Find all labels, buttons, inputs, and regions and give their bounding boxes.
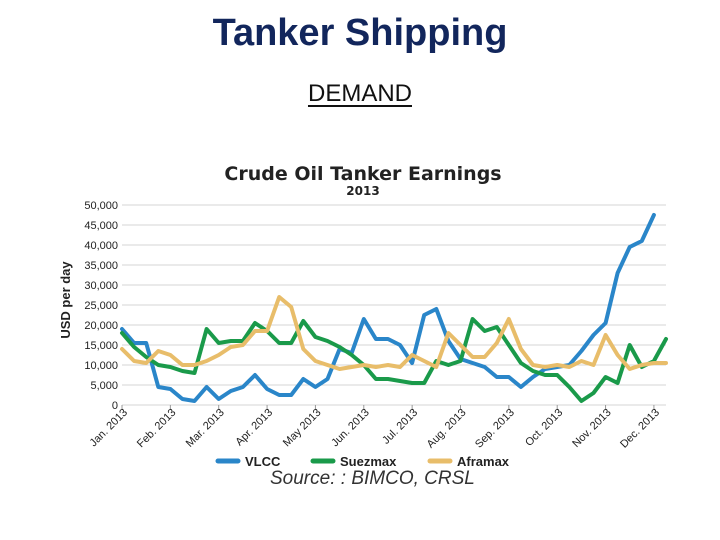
y-tick-label: 30,000	[84, 280, 118, 292]
x-tick-label: Apr. 2013	[233, 407, 275, 449]
x-tick-label: Nov. 2013	[570, 407, 613, 450]
chart-subtitle: 2013	[346, 184, 379, 198]
slide-subtitle-text: DEMAND	[307, 80, 412, 107]
x-tick-label: Oct. 2013	[523, 407, 565, 449]
x-tick-label: Sep. 2013	[473, 407, 517, 451]
y-tick-labels: 0 5,000 10,000 15,000 20,000 25,000 30,000 35,0…	[84, 200, 118, 412]
y-tick-label: 10,000	[84, 360, 118, 372]
series-line-vlcc	[120, 213, 656, 403]
x-tick-label: Feb. 2013	[135, 407, 179, 451]
x-tick-label: Mar. 2013	[184, 407, 227, 450]
slide-subtitle: DEMAND	[0, 80, 720, 108]
y-tick-label: 15,000	[84, 340, 118, 352]
legend-label: Aframax	[457, 454, 510, 469]
series-lines	[120, 213, 668, 403]
legend-label: VLCC	[245, 454, 281, 469]
y-tick-label: 50,000	[84, 200, 118, 212]
y-tick-label: 0	[112, 400, 118, 412]
x-tick-label: Jun. 2013	[329, 407, 372, 450]
x-tick-label: Jul. 2013	[380, 407, 420, 447]
source-note: Source: : BIMCO, CRSL	[270, 468, 475, 489]
series-line-aframax	[120, 295, 668, 371]
line-chart: Crude Oil Tanker Earnings 2013 USD per d…	[58, 163, 668, 469]
x-tick-label: Jan. 2013	[87, 407, 130, 450]
y-tick-label: 35,000	[84, 260, 118, 272]
grid-lines	[122, 204, 666, 406]
y-tick-label: 25,000	[84, 300, 118, 312]
y-tick-label: 40,000	[84, 240, 118, 252]
chart-title: Crude Oil Tanker Earnings	[224, 163, 501, 185]
x-tick-label: May 2013	[281, 407, 324, 450]
x-tick-label: Dec. 2013	[618, 407, 662, 451]
x-tick-label: Aug. 2013	[425, 407, 469, 451]
series-line-suezmax	[120, 317, 668, 403]
y-axis-label: USD per day	[58, 261, 73, 339]
legend-label: Suezmax	[340, 454, 397, 469]
y-tick-label: 20,000	[84, 320, 118, 332]
y-tick-label: 45,000	[84, 220, 118, 232]
y-tick-label: 5,000	[90, 380, 118, 392]
legend: VLCC Suezmax Aframax	[215, 454, 510, 469]
slide-title: Tanker Shipping	[212, 12, 508, 54]
x-tick-labels: Jan. 2013 Feb. 2013 Mar. 2013 Apr. 2013 May …	[87, 405, 662, 451]
